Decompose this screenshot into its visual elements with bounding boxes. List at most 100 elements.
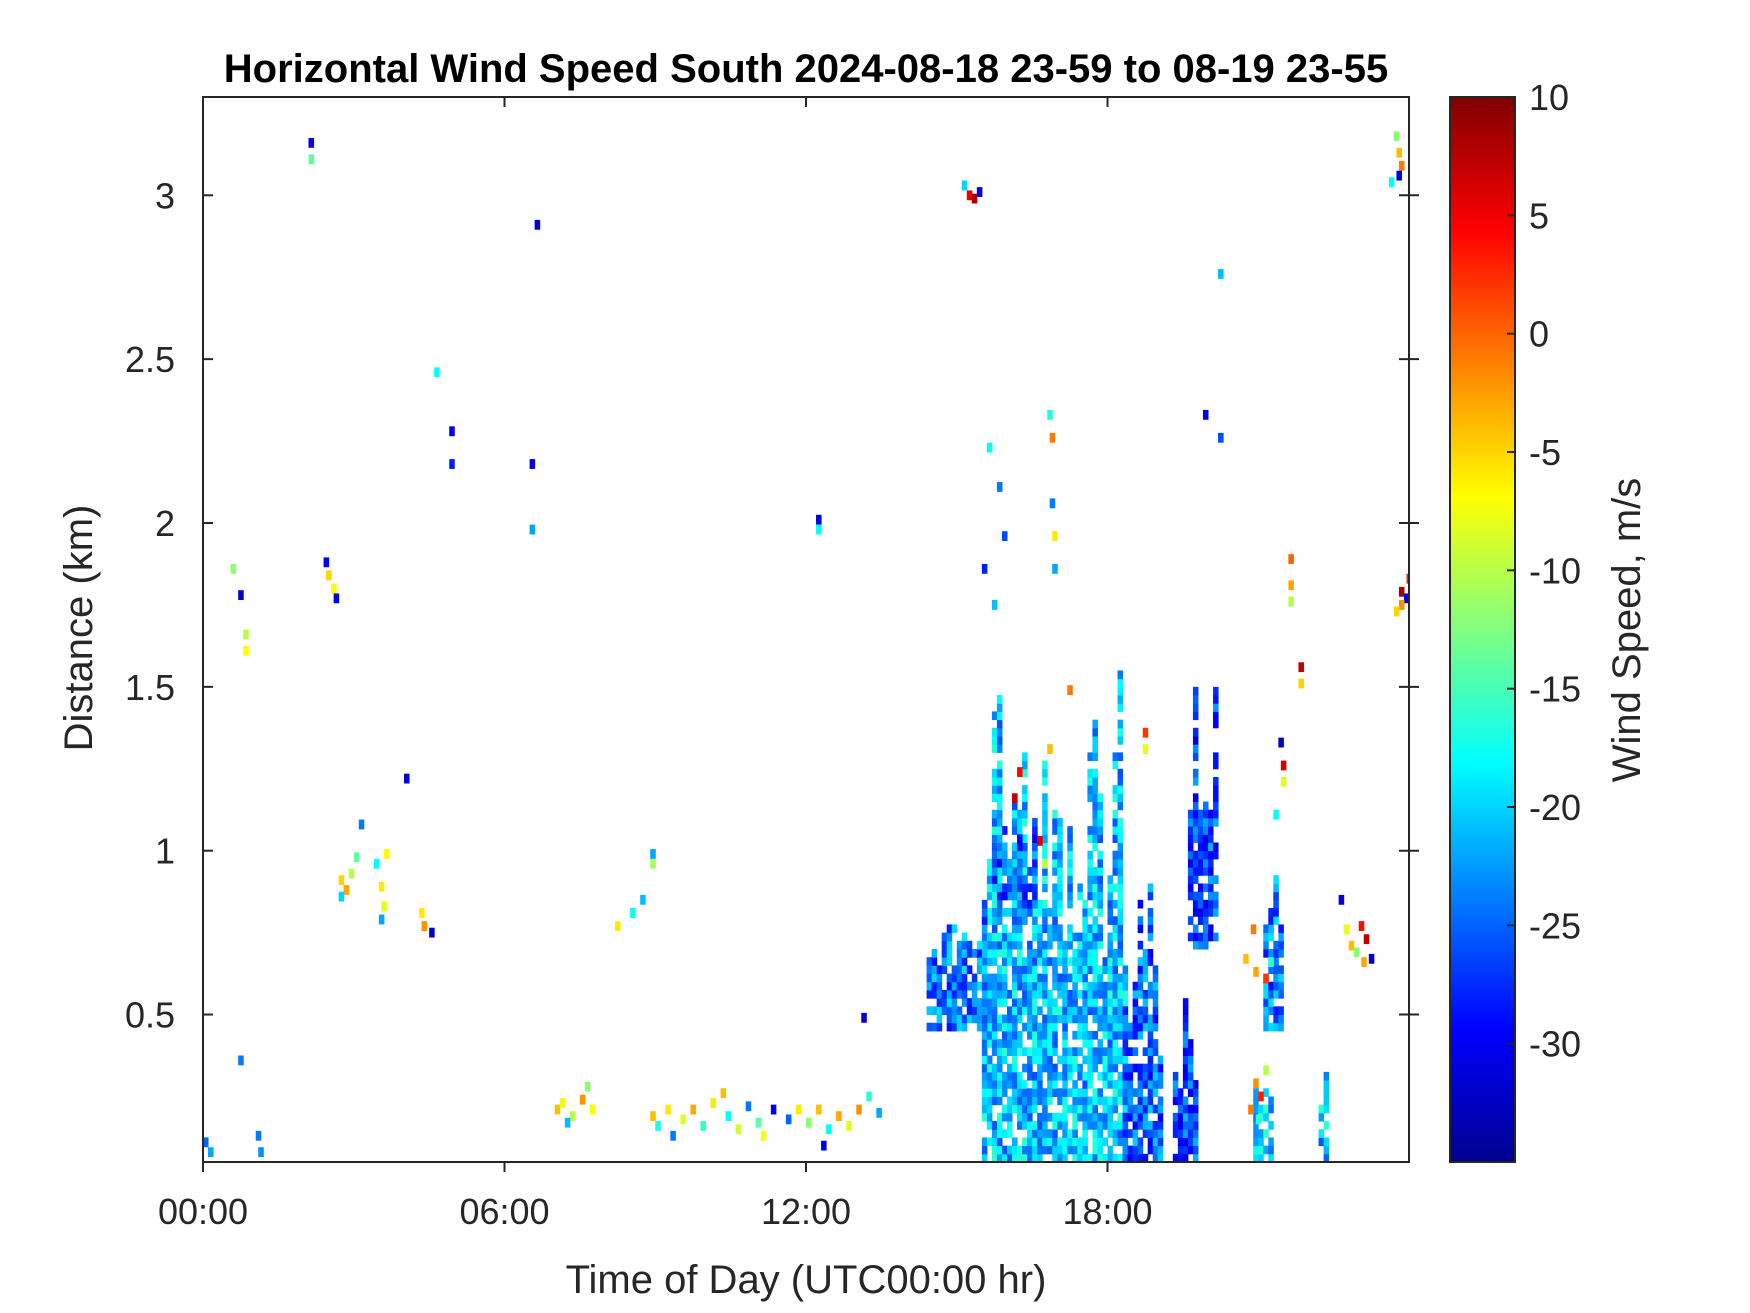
heatmap-cell [1037, 1129, 1043, 1138]
heatmap-cell [946, 1006, 953, 1016]
heatmap-cell [559, 1098, 566, 1108]
heatmap-cell [1037, 1030, 1043, 1040]
heatmap-cell [1042, 842, 1048, 852]
heatmap-cell [1107, 949, 1114, 958]
heatmap-cell [1142, 744, 1149, 755]
heatmap-cell [1243, 953, 1249, 964]
heatmap-cell [1112, 1129, 1119, 1138]
heatmap-cell [981, 899, 988, 909]
heatmap-cell [1122, 1153, 1129, 1162]
heatmap-cell [991, 875, 998, 884]
heatmap-cell [1017, 899, 1023, 909]
heatmap-cell [1052, 965, 1058, 975]
heatmap-cell [1250, 924, 1257, 935]
heatmap-cell [991, 957, 998, 966]
heatmap-cell [996, 1071, 1003, 1081]
heatmap-cell [1117, 727, 1124, 737]
colorbar-tick-label: -30 [1529, 1024, 1581, 1065]
heatmap-cell [991, 932, 998, 942]
heatmap-cell [1152, 1137, 1159, 1147]
heatmap-cell [1192, 793, 1199, 803]
heatmap-cell [1022, 793, 1028, 803]
heatmap-cell [996, 973, 1003, 983]
heatmap-cell [1157, 1104, 1164, 1114]
heatmap-cell [981, 1137, 988, 1147]
heatmap-cell [996, 1039, 1003, 1048]
heatmap-cell [1012, 1014, 1018, 1024]
y-tick-label: 3 [155, 175, 175, 216]
heatmap-cell [1117, 695, 1124, 704]
heatmap-cell [1012, 924, 1018, 934]
heatmap-cell [1137, 1137, 1144, 1147]
heatmap-cell [323, 557, 330, 568]
heatmap-cell [1112, 957, 1119, 966]
heatmap-cell [1042, 883, 1048, 893]
heatmap-cell [326, 570, 332, 581]
heatmap-cell [1213, 875, 1219, 884]
heatmap-cell [956, 1006, 963, 1016]
heatmap-cell [1117, 949, 1124, 958]
heatmap-cell [1012, 817, 1018, 827]
heatmap-cell [358, 819, 365, 830]
heatmap-cell [1007, 1022, 1013, 1032]
heatmap-cell [991, 826, 998, 835]
heatmap-cell [1087, 1071, 1093, 1081]
heatmap-cell [1192, 703, 1199, 712]
heatmap-cell [1082, 1096, 1088, 1106]
heatmap-cell [1087, 998, 1093, 1007]
heatmap-cell [429, 927, 435, 938]
heatmap-cell [1052, 1006, 1058, 1016]
heatmap-cell [996, 1145, 1003, 1155]
heatmap-cell [1157, 1145, 1164, 1155]
heatmap-cell [991, 711, 998, 721]
heatmap-cell [569, 1111, 576, 1122]
heatmap-cell [1077, 965, 1083, 975]
heatmap-cell [1017, 1039, 1023, 1048]
heatmap-cell [1042, 981, 1048, 991]
heatmap-cell [1147, 1071, 1154, 1081]
heatmap-cell [946, 924, 953, 934]
heatmap-cell [1067, 1088, 1073, 1097]
heatmap-cell [1137, 1121, 1144, 1130]
heatmap-cell [1122, 1096, 1129, 1106]
heatmap-cell [1187, 1145, 1194, 1155]
heatmap-cell [208, 1147, 214, 1158]
heatmap-cell [1092, 736, 1098, 745]
heatmap-cell [1268, 908, 1274, 917]
heatmap-cell [1298, 662, 1304, 673]
heatmap-cell [1137, 1071, 1144, 1081]
heatmap-cell [1012, 899, 1018, 909]
heatmap-cell [1117, 924, 1124, 934]
heatmap-cell [991, 1096, 998, 1106]
heatmap-cell [1107, 1112, 1114, 1122]
heatmap-cell [1157, 1096, 1164, 1106]
heatmap-cell [1082, 1088, 1088, 1097]
heatmap-cell [1082, 981, 1088, 991]
heatmap-cell [1092, 1153, 1098, 1162]
heatmap-cell [1177, 1104, 1184, 1114]
heatmap-cell [971, 998, 978, 1007]
heatmap-cell [941, 949, 948, 958]
heatmap-cell [936, 981, 943, 991]
heatmap-cell [1032, 1022, 1038, 1032]
heatmap-cell [1323, 1104, 1330, 1114]
heatmap-cell [1087, 1047, 1093, 1056]
heatmap-cell [1147, 1080, 1154, 1089]
heatmap-cell [1102, 1006, 1109, 1016]
heatmap-cell [1112, 809, 1119, 819]
heatmap-cell [1122, 1039, 1129, 1048]
heatmap-cell [1197, 883, 1204, 893]
heatmap-cell [1358, 921, 1365, 931]
heatmap-cell [1112, 924, 1119, 934]
heatmap-cell [996, 760, 1003, 770]
heatmap-cell [1147, 1022, 1154, 1032]
heatmap-cell [1117, 1112, 1124, 1122]
heatmap-cell [1052, 891, 1058, 901]
heatmap-cell [1087, 834, 1093, 843]
heatmap-cell [1097, 875, 1103, 884]
heatmap-cell [986, 875, 993, 884]
heatmap-cell [1042, 1145, 1048, 1155]
heatmap-cell [936, 973, 943, 983]
heatmap-cell [1092, 1112, 1098, 1122]
heatmap-cell [1057, 908, 1063, 917]
